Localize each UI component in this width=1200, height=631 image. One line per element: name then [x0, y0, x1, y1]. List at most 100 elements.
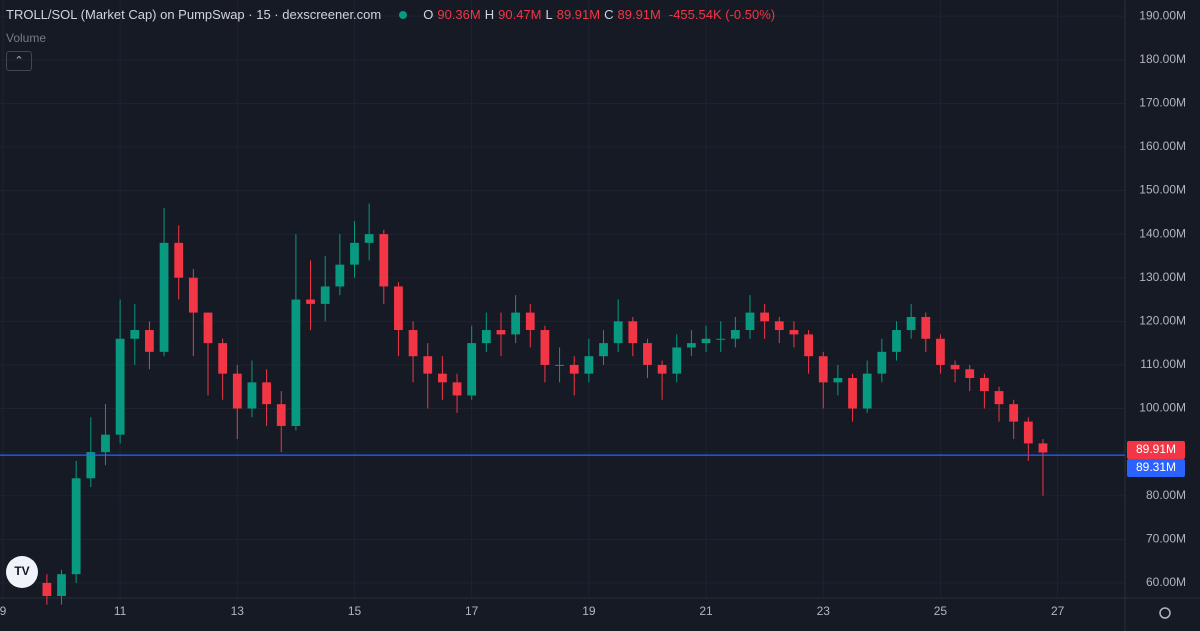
candle-body: [687, 343, 696, 348]
price-tag: [1127, 459, 1185, 477]
x-tick-label: 13: [231, 604, 245, 618]
candle-body: [1009, 404, 1019, 422]
candle-body: [174, 242, 184, 278]
candle-body: [774, 321, 784, 331]
candle-body: [408, 330, 418, 357]
y-tick-label: 60.00M: [1146, 575, 1186, 589]
x-tick-label: 25: [934, 604, 948, 618]
candle-body: [306, 299, 315, 304]
candle-body: [657, 364, 667, 374]
y-tick-label: 140.00M: [1139, 226, 1186, 240]
y-tick-label: 120.00M: [1139, 313, 1186, 327]
candle-body: [745, 312, 755, 331]
candle-body: [481, 330, 491, 344]
header: TROLL/SOL (Market Cap) on PumpSwap · 15 …: [6, 7, 775, 22]
candle-body: [555, 364, 564, 366]
x-tick-label: 27: [1051, 604, 1065, 618]
candle-body: [247, 382, 257, 409]
candle-body: [42, 582, 52, 596]
candle-body: [950, 364, 960, 370]
y-tick-label: 160.00M: [1139, 139, 1186, 153]
price-tag: [1127, 441, 1185, 459]
candle-body: [936, 338, 945, 365]
candle-body: [511, 312, 521, 335]
candle-body: [569, 364, 579, 374]
candle-body: [218, 343, 228, 374]
legend-letter: L: [545, 7, 553, 22]
change: -455.54K (-0.50%): [668, 7, 776, 22]
candle-body: [862, 373, 872, 409]
candle-body: [335, 264, 345, 287]
y-tick-label: 110.00M: [1140, 357, 1186, 371]
candle-body: [701, 338, 711, 344]
candle-body: [906, 316, 916, 331]
collapse-button[interactable]: ⌃: [6, 51, 32, 71]
candle-body: [101, 434, 110, 453]
y-tick-label: 70.00M: [1146, 531, 1186, 545]
candle-body: [789, 330, 799, 335]
legend-letter: O: [423, 7, 434, 22]
settings-icon[interactable]: [1159, 607, 1171, 619]
candle-body: [188, 277, 198, 313]
candle-body: [525, 312, 535, 331]
candle-body: [540, 330, 550, 365]
y-tick-label: 150.00M: [1139, 183, 1186, 197]
status-dot: [399, 10, 408, 19]
y-tick-label: 80.00M: [1146, 488, 1186, 502]
candle-body: [1023, 421, 1033, 444]
candle-body: [628, 321, 638, 344]
candle-body: [584, 356, 594, 374]
candle-body: [262, 382, 271, 405]
x-tick-label: 15: [348, 604, 362, 618]
candle-body: [452, 382, 462, 396]
legend-letter: C: [604, 7, 614, 22]
candle-body: [496, 330, 506, 335]
y-tick-label: 130.00M: [1139, 270, 1186, 284]
logo-mark: TV: [14, 564, 29, 578]
candle-body: [86, 452, 96, 479]
candle-body: [467, 343, 477, 396]
candle-body: [379, 234, 389, 287]
candle-body: [276, 404, 286, 426]
candle-body: [145, 330, 154, 352]
candle-body: [350, 242, 359, 265]
candle-body: [804, 334, 813, 357]
candle-body: [364, 234, 374, 243]
candle-body: [892, 330, 901, 352]
candle-body: [965, 369, 975, 379]
candle-body: [599, 343, 608, 357]
legend-value: 89.91M: [556, 7, 601, 22]
candle-body: [423, 356, 433, 374]
candle-body: [979, 378, 989, 392]
price-tag-label: 89.31M: [1136, 460, 1176, 474]
candle-body: [115, 338, 125, 435]
candle-body: [320, 286, 330, 304]
candle-body: [291, 299, 301, 426]
x-tick-label: 19: [582, 604, 596, 618]
price-tag-label: 89.91M: [1136, 442, 1176, 456]
candle-body: [159, 242, 169, 352]
volume-label[interactable]: Volume: [6, 31, 47, 45]
y-tick-label: 190.00M: [1139, 8, 1186, 22]
candle-body: [730, 330, 740, 339]
y-tick-label: 180.00M: [1139, 52, 1186, 66]
candle-body: [643, 343, 652, 365]
candle-body: [437, 373, 447, 383]
candle-body: [71, 478, 81, 575]
y-tick-label: 100.00M: [1139, 401, 1186, 415]
candle-body: [232, 373, 242, 409]
candle-body: [818, 356, 828, 383]
x-tick-label: 11: [114, 604, 127, 618]
chart-title: TROLL/SOL (Market Cap) on PumpSwap · 15 …: [6, 7, 382, 22]
legend-letter: H: [484, 7, 495, 22]
candle-body: [394, 286, 403, 331]
legend-value: 90.47M: [498, 7, 542, 22]
candle-body: [716, 338, 726, 340]
x-tick-label: 21: [699, 604, 713, 618]
x-tick-label: 17: [465, 604, 479, 618]
candle-body: [203, 312, 213, 344]
candle-body: [877, 351, 887, 374]
x-tick-label: 9: [0, 604, 7, 618]
